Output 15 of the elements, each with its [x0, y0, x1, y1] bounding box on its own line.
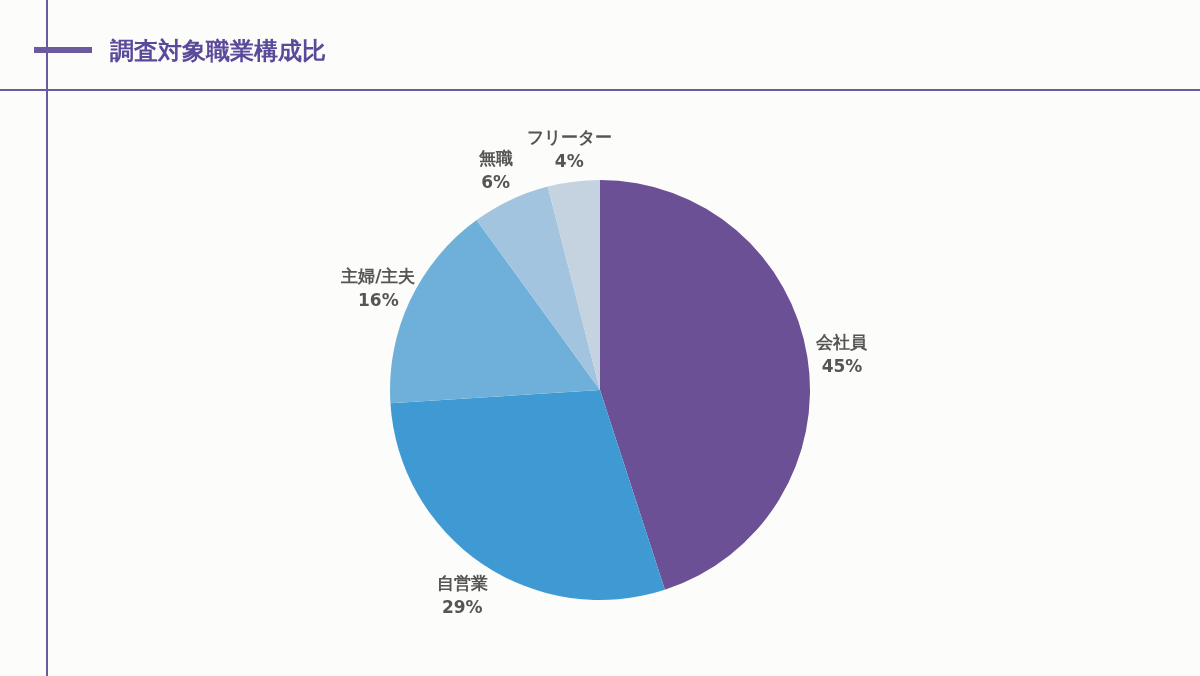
slice-label: 会社員	[815, 331, 869, 352]
data-label: 16%	[357, 289, 399, 310]
pie-slice	[476, 186, 600, 390]
slice-label: 無職	[477, 148, 513, 169]
pie-slice	[600, 180, 810, 590]
slice-label: 自営業	[436, 572, 488, 593]
pie-slice	[547, 180, 600, 390]
data-label: 45%	[821, 355, 863, 376]
data-label: 4%	[554, 150, 584, 171]
data-label: 29%	[441, 596, 483, 617]
chart-title: 調査対象職業構成比	[110, 37, 326, 65]
data-label: 6%	[481, 172, 511, 193]
slice-label: 主婦/主夫	[340, 265, 416, 286]
slice-label: フリーター	[526, 126, 612, 147]
pie-slice	[390, 390, 665, 600]
